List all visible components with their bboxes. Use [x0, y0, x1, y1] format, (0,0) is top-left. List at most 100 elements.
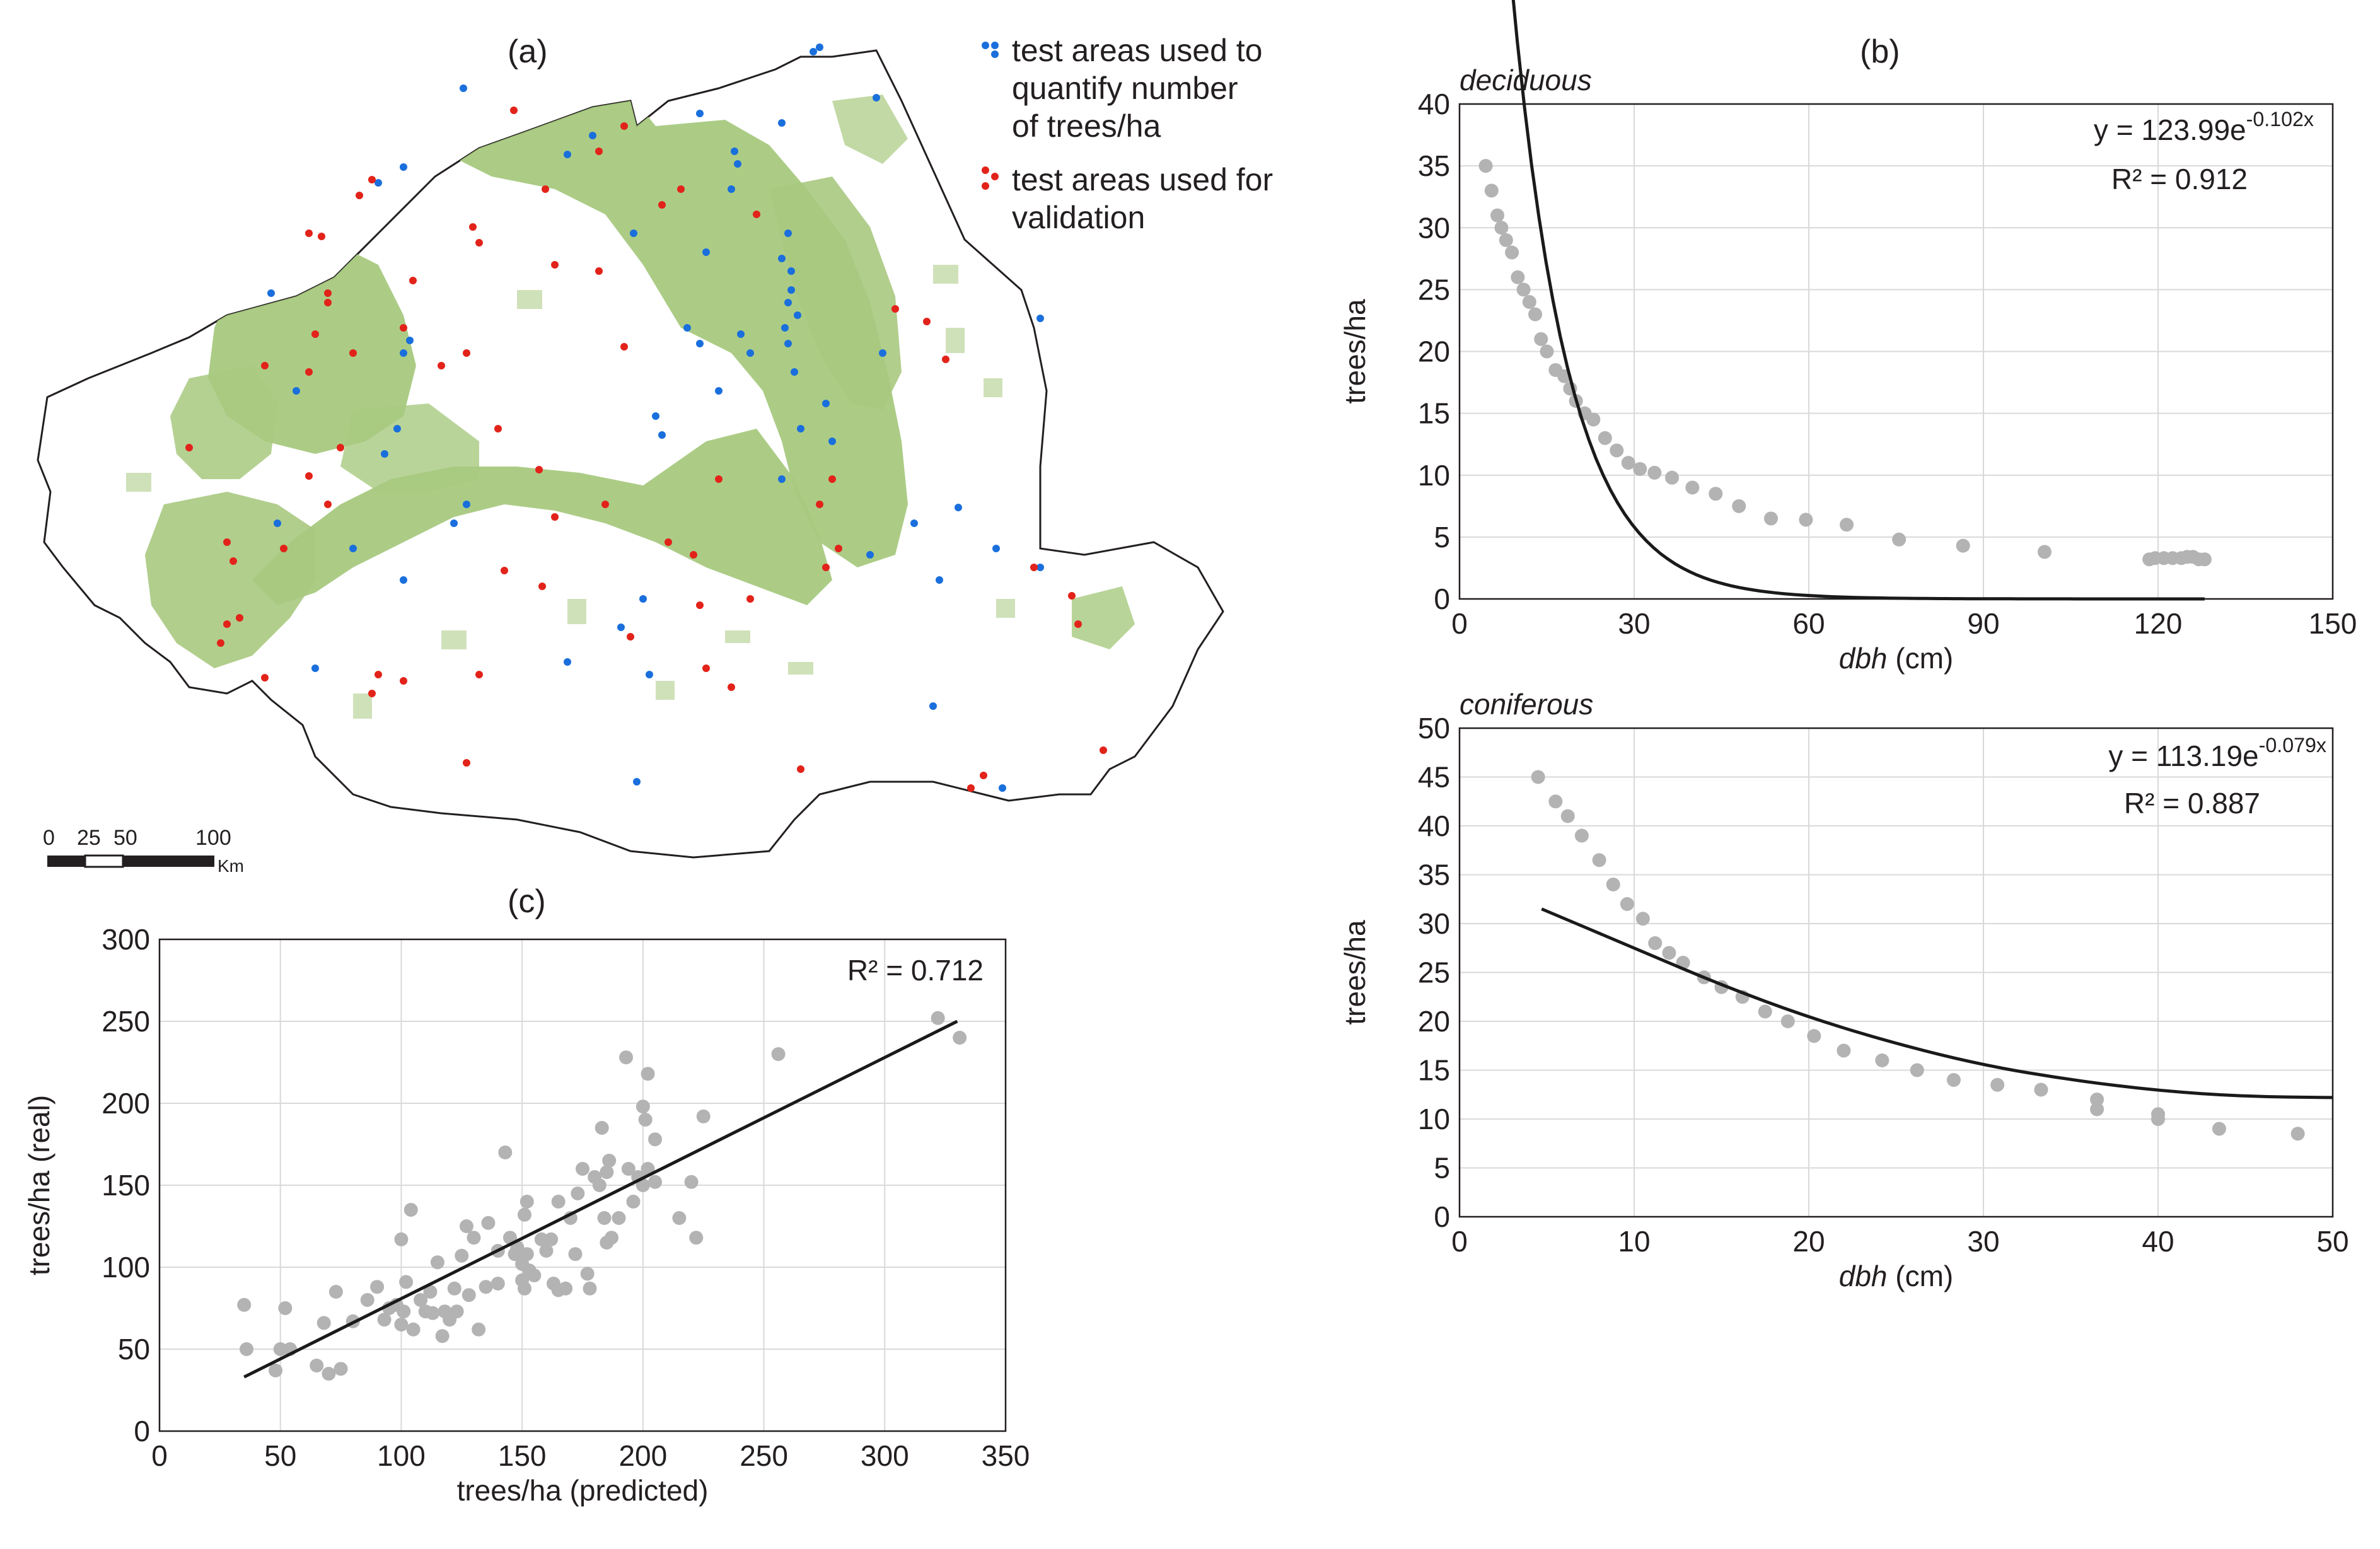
- red-point: [746, 595, 754, 603]
- y-tick-label: 5: [1434, 521, 1450, 554]
- chart-title: coniferous: [1460, 688, 1593, 721]
- scale-tick-50: 50: [113, 826, 137, 850]
- data-point: [1665, 470, 1680, 485]
- y-axis-label: trees/ha (real): [23, 1095, 55, 1275]
- y-tick-label: 50: [118, 1333, 150, 1366]
- data-point: [931, 1011, 945, 1025]
- trend-line: [1541, 907, 2333, 1099]
- data-point: [269, 1363, 283, 1378]
- red-point: [324, 299, 332, 306]
- red-point: [891, 305, 899, 313]
- blue-point: [646, 671, 653, 678]
- y-tick-label: 200: [102, 1087, 150, 1120]
- x-tick-label: 0: [151, 1439, 168, 1472]
- data-point: [1548, 794, 1563, 809]
- data-point: [491, 1244, 505, 1258]
- romania-forest-map: [37, 42, 1224, 868]
- red-point: [368, 176, 376, 183]
- data-point: [1763, 511, 1778, 526]
- data-point: [502, 1231, 517, 1245]
- data-point: [517, 1207, 531, 1222]
- plot-frame: [1458, 727, 2334, 1218]
- y-tick-label: 250: [102, 1005, 150, 1038]
- data-point: [1647, 465, 1662, 480]
- y-tick-label: 0: [1434, 583, 1450, 615]
- data-point: [1621, 456, 1635, 470]
- data-point: [2191, 552, 2206, 567]
- x-tick-label: 250: [740, 1439, 788, 1472]
- data-point: [1540, 344, 1554, 359]
- data-point: [1569, 394, 1583, 408]
- blue-point: [787, 267, 795, 275]
- red-point: [311, 330, 319, 338]
- data-point: [1732, 499, 1746, 513]
- data-point: [1685, 480, 1700, 495]
- blue-point: [778, 119, 786, 127]
- blue-point: [1036, 564, 1044, 571]
- red-point: [494, 425, 502, 432]
- data-point: [461, 1288, 476, 1302]
- forest-speckles: [126, 265, 1015, 719]
- red-point: [1100, 746, 1107, 754]
- blue-point: [400, 163, 407, 171]
- data-point: [1563, 381, 1577, 396]
- data-point: [684, 1175, 699, 1189]
- x-tick-label: 300: [861, 1439, 909, 1472]
- red-point: [665, 538, 672, 546]
- scale-tick-100: 100: [195, 826, 231, 850]
- y-tick-label: 10: [1418, 1103, 1450, 1135]
- x-axis-label-unit: (cm): [1888, 642, 1954, 675]
- blue-point: [639, 595, 647, 603]
- data-point: [576, 1162, 589, 1176]
- blue-point: [787, 286, 795, 294]
- y-tick-label: 25: [1418, 956, 1450, 989]
- blue-point: [784, 340, 792, 347]
- blue-point: [564, 151, 571, 158]
- data-point: [2290, 1127, 2305, 1141]
- blue-point: [696, 340, 704, 347]
- legend-red-marker-icon: [982, 166, 999, 190]
- data-point: [377, 1313, 392, 1327]
- data-point: [1598, 431, 1612, 445]
- data-point: [1946, 1073, 1961, 1087]
- x-axis-label-unit: (cm): [1888, 1260, 1954, 1292]
- data-point: [237, 1297, 252, 1312]
- blue-point: [797, 425, 804, 432]
- data-point: [515, 1273, 530, 1287]
- chart-title: deciduous: [1460, 64, 1592, 96]
- blue-test-area-points: [267, 44, 1044, 792]
- data-point: [443, 1313, 457, 1327]
- blue-point: [696, 110, 704, 117]
- y-tick-label: 20: [1418, 1005, 1450, 1038]
- data-point: [1511, 270, 1525, 284]
- blue-point: [374, 179, 382, 187]
- blue-point: [784, 299, 792, 306]
- red-point: [305, 229, 313, 237]
- data-point: [600, 1165, 614, 1180]
- blue-point: [311, 664, 319, 672]
- red-point: [337, 444, 344, 451]
- red-point: [822, 564, 830, 571]
- data-point: [508, 1247, 522, 1262]
- x-axis-label: dbh (cm): [1839, 642, 1954, 675]
- blue-point: [929, 702, 937, 710]
- legend-blue-line-1: test areas used to: [1012, 33, 1263, 68]
- x-tick-label: 50: [264, 1439, 296, 1472]
- data-point: [1494, 221, 1509, 235]
- red-point: [475, 239, 483, 247]
- red-point: [324, 289, 332, 297]
- panel-b-label: (b): [1860, 33, 1900, 70]
- x-tick-label: 200: [618, 1439, 667, 1472]
- blue-point: [460, 84, 467, 92]
- blue-point: [879, 349, 886, 357]
- blue-point: [936, 576, 943, 584]
- data-point: [546, 1277, 560, 1291]
- legend-red-line-1: test areas used for: [1012, 162, 1274, 197]
- data-point: [370, 1280, 385, 1294]
- data-point: [447, 1281, 461, 1296]
- data-point: [397, 1304, 411, 1319]
- data-point: [1956, 538, 1970, 553]
- data-point: [534, 1232, 549, 1246]
- data-point: [382, 1301, 397, 1315]
- blue-point: [791, 368, 798, 376]
